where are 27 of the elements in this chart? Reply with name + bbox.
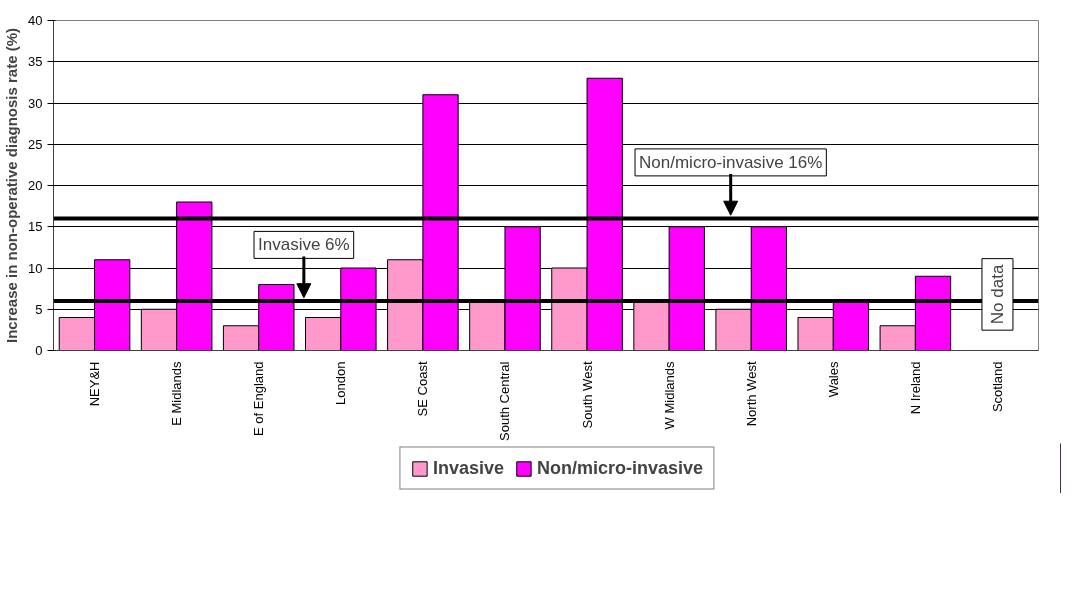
- x-tick-label: Scotland: [989, 361, 1005, 413]
- x-tick-label: N Ireland: [907, 361, 923, 415]
- annotation: No data: [987, 264, 1007, 325]
- y-tick-label: 5: [35, 301, 43, 317]
- y-axis-title: Increase in non-operative diagnosis rate (%): [3, 27, 21, 344]
- ref-line-label: Non/micro-invasive 16%: [639, 152, 823, 172]
- legend-label: Invasive: [432, 457, 504, 479]
- x-tick-label: Wales: [825, 361, 841, 398]
- ref-line-label: Invasive 6%: [258, 235, 350, 255]
- legend-label: Non/micro-invasive: [537, 457, 704, 479]
- y-tick-label: 20: [28, 178, 43, 193]
- y-tick-label: 40: [28, 13, 43, 28]
- x-tick-label: NEY&H: [87, 361, 103, 407]
- x-tick-label: E of England: [251, 361, 267, 436]
- y-tick-label: 10: [28, 260, 43, 276]
- y-tick-label: 35: [28, 54, 43, 70]
- x-tick-label: London: [333, 361, 349, 405]
- x-tick-label: South Central: [497, 361, 513, 441]
- x-tick-label: North West: [743, 361, 759, 427]
- y-tick-label: 15: [28, 219, 43, 235]
- x-tick-label: E Midlands: [169, 361, 185, 426]
- y-tick-label: 30: [28, 95, 43, 111]
- y-tick-label: 25: [28, 136, 43, 152]
- x-tick-label: SE Coast: [415, 361, 431, 417]
- x-tick-label: W Midlands: [661, 361, 677, 430]
- y-tick-label: 0: [35, 343, 43, 358]
- x-tick-label: South West: [579, 361, 595, 429]
